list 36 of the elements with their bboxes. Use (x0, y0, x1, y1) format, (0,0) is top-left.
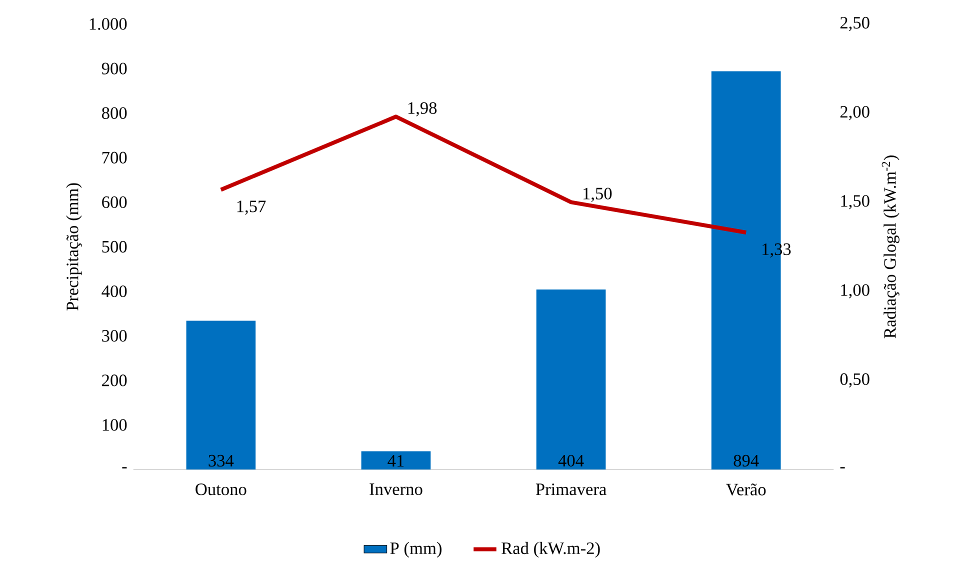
data-label: 894 (734, 455, 759, 467)
data-label: 334 (208, 455, 234, 467)
data-label: 404 (558, 455, 584, 467)
y2-tick-label: - (840, 467, 845, 469)
x-tick-label: Outono (196, 484, 246, 496)
data-label: 1,57 (237, 200, 266, 216)
y-tick-label: - (122, 467, 127, 469)
line-series (218, 114, 748, 235)
y-tick-label: 600 (102, 196, 127, 208)
data-label: 41 (388, 455, 404, 467)
x-tick-label: Inverno (370, 484, 422, 496)
y2-tick-label: 1,50 (841, 195, 870, 210)
y-tick-label: 400 (102, 286, 127, 298)
y-tick-label: 1.000 (90, 18, 127, 30)
bar (186, 320, 256, 470)
y2-tick-label: 1,00 (841, 284, 870, 299)
y-tick-label: 800 (102, 107, 127, 120)
legend-label: Rad (kW.m-2) (502, 542, 600, 558)
y-tick-label: 500 (102, 241, 127, 253)
bar (536, 290, 606, 470)
data-label: 1,50 (584, 188, 612, 202)
x-tick-label: Primavera (536, 484, 606, 496)
bar (361, 451, 431, 470)
legend-label: P (mm) (390, 542, 442, 558)
y-tick-label: 900 (102, 62, 127, 75)
y2-tick-label: 0,50 (840, 374, 870, 388)
y-tick-label: 300 (102, 330, 127, 342)
y2-axis-title: Radiação Glogal (kW.m$^{-2}$) (882, 156, 900, 338)
data-label: 1,98 (408, 102, 437, 117)
y2-tick-label: 2,00 (840, 106, 870, 120)
y2-tick-label: 2,50 (840, 17, 870, 32)
y-axis-title: Precipitação (mm) (66, 183, 82, 311)
y-tick-label: 200 (102, 374, 127, 386)
y-tick-label: 100 (102, 419, 127, 432)
y-tick-label: 700 (102, 152, 127, 164)
x-tick-label: Verão (726, 484, 766, 496)
